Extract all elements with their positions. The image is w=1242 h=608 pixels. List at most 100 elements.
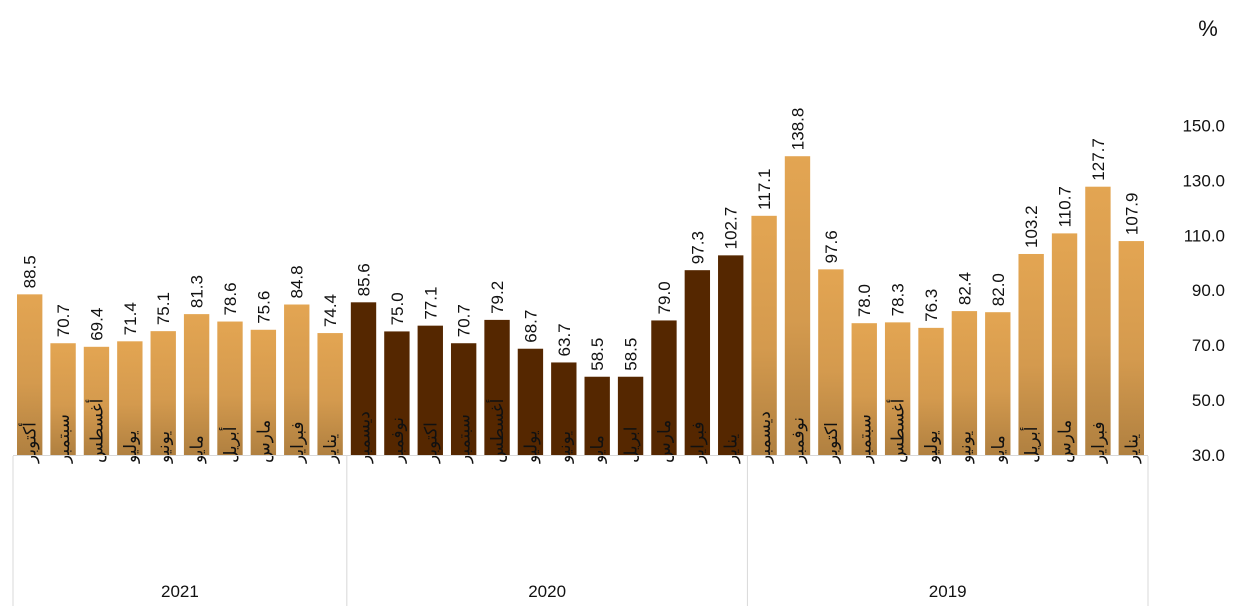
y-tick-label: 130.0 (1182, 171, 1225, 190)
x-tick-label: يوليو (121, 430, 141, 464)
bar-2019-12 (1118, 241, 1144, 455)
x-tick-label: سبتمبر (855, 414, 875, 464)
bar-2020-11 (684, 270, 711, 455)
year-label: 2021 (161, 582, 199, 601)
x-tick-label: سبتمبر (54, 414, 74, 464)
x-tick-label: يناير (722, 434, 742, 464)
x-tick-label: اكتوبر (822, 422, 842, 464)
bar-2021-7 (217, 321, 243, 455)
bar-2019-2 (784, 156, 811, 456)
x-tick-label: ديسمبر (755, 411, 775, 464)
data-label: 78.0 (855, 284, 874, 317)
x-tick-label: مارس (254, 420, 274, 463)
data-label: 81.3 (188, 275, 207, 308)
bar-2019-3 (818, 269, 844, 455)
x-tick-label: يوليو (922, 430, 942, 464)
y-tick-label: 110.0 (1184, 226, 1225, 245)
data-label: 84.8 (288, 265, 307, 298)
x-tick-label: مارس (655, 420, 675, 463)
data-label: 127.7 (1089, 138, 1108, 181)
bar-2020-9 (617, 376, 644, 455)
bar-2020-3 (417, 325, 443, 455)
bar-2021-4 (117, 341, 143, 455)
x-tick-label: أغسطس (85, 399, 107, 463)
y-axis: 30.0 50.0 70.0 90.0 110.0 130.0 150.0 (1182, 116, 1225, 465)
data-label: 75.0 (388, 292, 407, 325)
x-tick-label: أبريل (1020, 427, 1042, 463)
bar-2021-6 (183, 314, 210, 455)
bar-2019-1 (751, 215, 777, 455)
data-label: 110.7 (1056, 186, 1075, 227)
bar-2021-8 (250, 329, 277, 455)
y-tick-label: 50.0 (1192, 391, 1225, 410)
y-tick-label: 70.0 (1192, 336, 1225, 355)
data-label: 85.6 (355, 263, 374, 296)
bar-2020-12 (718, 255, 744, 455)
data-label: 69.4 (87, 308, 106, 341)
x-tick-label: يناير (321, 434, 341, 464)
data-label: 75.6 (254, 291, 273, 324)
year-label: 2020 (528, 582, 566, 601)
x-tick-label: ديسمبر (355, 411, 375, 464)
x-tick-label: سبتمبر (455, 414, 475, 464)
bar-2019-7 (951, 311, 978, 455)
bar-2021-2 (50, 343, 76, 455)
x-tick-label: نوفمبر (788, 417, 808, 464)
bar-2020-4 (450, 343, 477, 455)
x-tick-label: أغسطس (486, 399, 508, 463)
data-label: 82.4 (955, 272, 974, 305)
y-tick-label: 90.0 (1192, 281, 1225, 300)
bar-2019-4 (851, 323, 877, 455)
data-label: 63.7 (555, 323, 574, 356)
bar-2020-7 (551, 362, 577, 455)
bar-2020-5 (484, 319, 510, 455)
bar-2020-1 (350, 302, 377, 455)
data-label: 68.7 (521, 310, 540, 343)
x-tick-label: فبراير (1089, 422, 1109, 464)
bar-2019-10 (1051, 233, 1078, 455)
y-tick-label: 30.0 (1192, 446, 1225, 465)
data-label: 79.2 (488, 281, 507, 314)
x-tick-label: ابريل (622, 427, 642, 463)
data-label: 103.2 (1022, 205, 1041, 248)
bar-2020-8 (584, 376, 610, 455)
x-tick-label: يونيو (955, 431, 975, 464)
bar-2020-6 (517, 348, 544, 455)
x-tick-label: أكتوبر (19, 422, 41, 464)
data-label: 102.7 (722, 207, 741, 250)
x-tick-label: يناير (1122, 434, 1142, 464)
data-label: 88.5 (21, 255, 40, 288)
bar-2021-3 (83, 346, 110, 455)
data-label: 58.5 (588, 338, 607, 371)
data-label: 82.0 (989, 273, 1008, 306)
bar-2020-10 (651, 320, 677, 455)
bar-2019-8 (985, 312, 1011, 455)
data-label: 78.3 (889, 283, 908, 316)
data-label: 75.1 (154, 292, 173, 325)
bar-2020-2 (384, 331, 410, 455)
value-labels-layer: 88.5 70.7 69.4 71.4 75.1 81.3 78.6 75.6 84.8 74.4… (21, 108, 1142, 371)
year-label: 2019 (929, 582, 967, 601)
x-axis: أكتوبر سبتمبر أغسطس يوليو يونيو مايو أبريل مارس… (12, 399, 1149, 606)
y-tick-label: 150.0 (1182, 116, 1225, 135)
x-tick-label: مارس (1056, 420, 1076, 463)
x-tick-label: مايو (588, 435, 608, 464)
x-tick-label: نوفمبر (388, 417, 408, 464)
bar-2019-11 (1085, 186, 1111, 455)
x-tick-label: اكتوبر (421, 422, 441, 464)
data-label: 58.5 (622, 338, 641, 371)
bar-2019-6 (918, 327, 944, 455)
data-label: 117.1 (755, 169, 774, 210)
x-tick-label: يوليو (521, 430, 541, 464)
bar-2021-5 (150, 331, 176, 455)
data-label: 71.4 (121, 302, 140, 335)
data-label: 97.3 (688, 231, 707, 264)
unit-label: % (1198, 16, 1218, 41)
x-tick-label: يونيو (154, 431, 174, 464)
data-label: 70.7 (54, 304, 73, 337)
x-tick-label: أغسطس (887, 399, 909, 463)
bar-2021-9 (284, 304, 310, 455)
data-label: 77.1 (421, 287, 440, 320)
x-tick-label: أبريل (219, 427, 241, 463)
data-label: 138.8 (788, 108, 807, 151)
